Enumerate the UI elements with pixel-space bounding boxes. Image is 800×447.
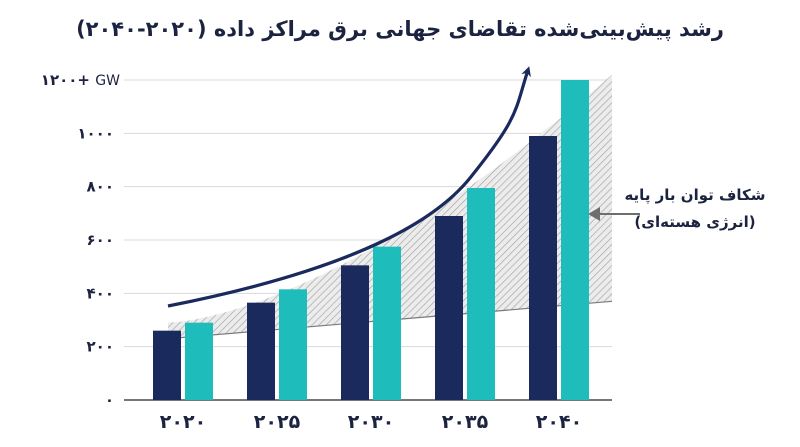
bars bbox=[153, 80, 589, 400]
x-tick-label: ۲۰۳۵ bbox=[442, 411, 489, 433]
bar-navy bbox=[153, 330, 181, 400]
x-tick-label: ۲۰۲۵ bbox=[254, 411, 301, 433]
bar-navy bbox=[247, 302, 275, 400]
demand-growth-curve bbox=[167, 66, 531, 308]
growth-curve-line bbox=[167, 66, 531, 308]
bar-navy bbox=[341, 265, 369, 400]
y-tick-label: ۲۰۰ bbox=[87, 338, 114, 356]
x-axis: ۲۰۲۰ ۲۰۲۵ ۲۰۳۰ ۲۰۳۵ ۲۰۴۰ bbox=[160, 411, 582, 433]
bar-teal bbox=[279, 289, 307, 400]
bar-teal bbox=[373, 246, 401, 400]
y-tick-label: ۸۰۰ bbox=[87, 178, 114, 196]
x-tick-label: ۲۰۲۰ bbox=[160, 411, 206, 433]
bar-navy bbox=[435, 216, 463, 400]
x-tick-label: ۲۰۴۰ bbox=[536, 411, 582, 433]
y-tick-label: ۶۰۰ bbox=[87, 231, 114, 249]
bar-teal bbox=[467, 188, 495, 400]
y-tick-label: ۱۲۰۰+ bbox=[41, 71, 90, 89]
y-tick-label: ۱۰۰۰ bbox=[77, 124, 114, 142]
baseload-gap-hatch bbox=[168, 74, 612, 339]
annotation-line1: شکاف توان بار پایه bbox=[624, 186, 765, 205]
x-tick-label: ۲۰۳۰ bbox=[348, 411, 394, 433]
annotation-arrow-head bbox=[588, 207, 600, 221]
y-tick-label: ۴۰۰ bbox=[87, 284, 114, 302]
bar-teal bbox=[561, 80, 589, 400]
y-unit-label: GW bbox=[95, 73, 120, 89]
bar-teal bbox=[185, 322, 213, 400]
bar-navy bbox=[529, 136, 557, 400]
y-axis: ۰ ۲۰۰ ۴۰۰ ۶۰۰ ۸۰۰ ۱۰۰۰ ۱۲۰۰+ GW bbox=[41, 71, 120, 409]
y-tick-label: ۰ bbox=[105, 391, 114, 409]
chart-title: رشد پیش‌بینی‌شده تقاضای جهانی برق مراکز … bbox=[76, 17, 724, 41]
annotation: شکاف توان بار پایه (انرژی هسته‌ای) bbox=[588, 186, 766, 231]
annotation-line2: (انرژی هسته‌ای) bbox=[634, 213, 755, 231]
